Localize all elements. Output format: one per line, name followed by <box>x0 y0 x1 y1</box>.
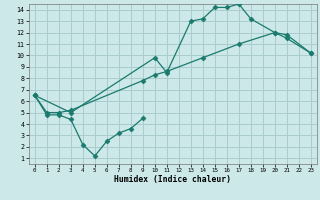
X-axis label: Humidex (Indice chaleur): Humidex (Indice chaleur) <box>114 175 231 184</box>
